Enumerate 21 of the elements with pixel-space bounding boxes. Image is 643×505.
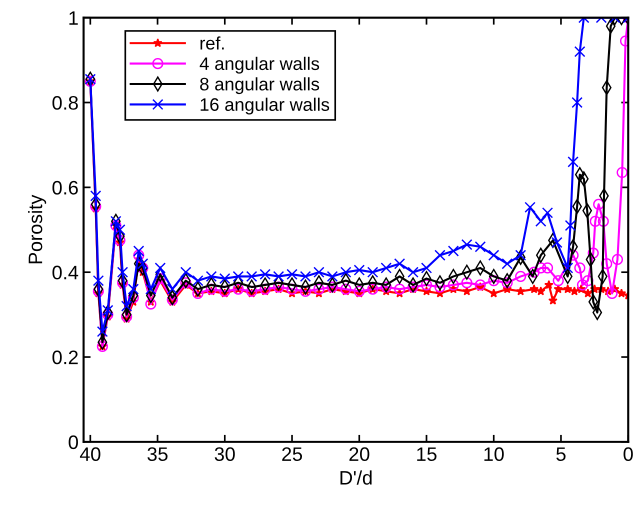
- x-tick-label: 5: [556, 447, 566, 462]
- x-tick-label: 10: [484, 447, 504, 462]
- x-tick-label: 40: [80, 447, 100, 462]
- y-tick-label: 0: [68, 435, 78, 450]
- x-tick-label: 35: [147, 447, 168, 462]
- legend-label: 16 angular walls: [200, 98, 330, 115]
- legend-label: 4 angular walls: [200, 56, 320, 74]
- x-tick-label: 25: [282, 447, 302, 462]
- y-tick-label: 0.6: [52, 180, 78, 195]
- x-tick-label: 30: [214, 447, 235, 462]
- x-tick-label: 15: [417, 447, 436, 462]
- legend-label: ref.: [200, 36, 224, 50]
- y-tick-label: 0.8: [52, 96, 78, 110]
- y-tick-label: 0.2: [52, 350, 78, 364]
- y-axis-title: Porosity: [28, 194, 46, 264]
- y-tick-label: 0.4: [52, 266, 78, 280]
- y-tick-label: 1: [69, 11, 78, 25]
- x-axis-title: D'/d: [340, 470, 372, 485]
- legend-label: 8 angular walls: [200, 77, 320, 94]
- x-tick-label: 20: [349, 447, 370, 462]
- x-tick-label: 0: [624, 447, 633, 462]
